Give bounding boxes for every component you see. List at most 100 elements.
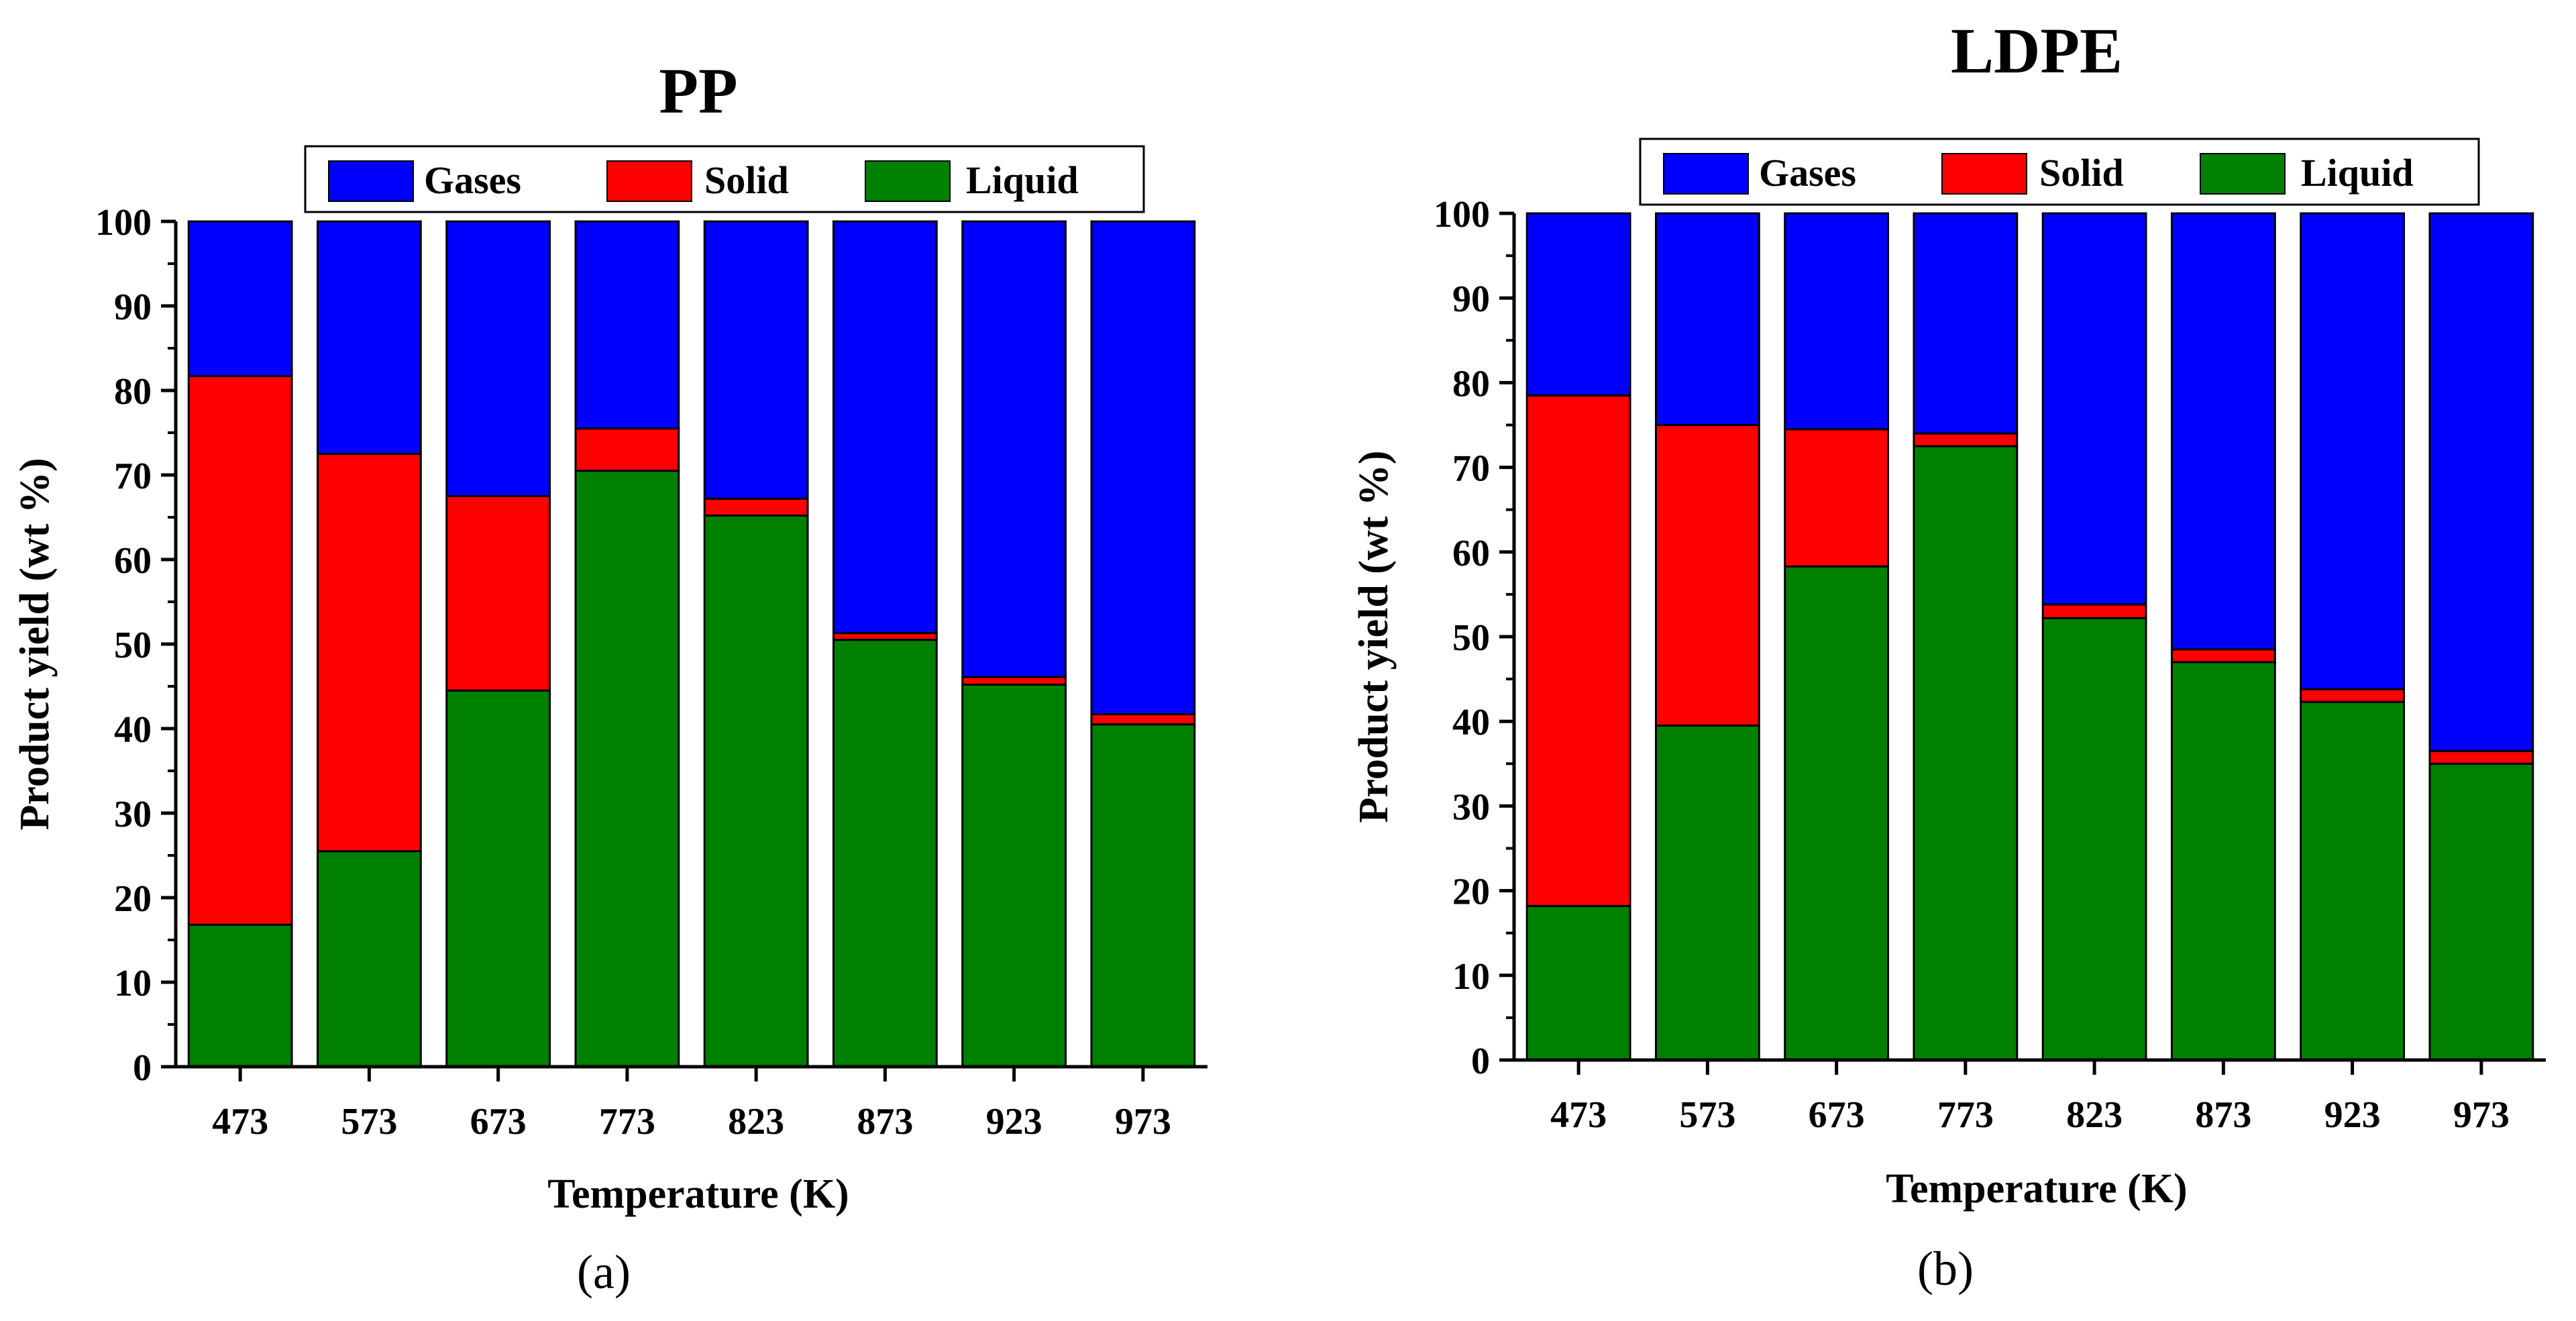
x-tick-label: 473	[1550, 1094, 1607, 1136]
x-tick-label: 823	[728, 1101, 784, 1143]
bar-gases-873	[832, 220, 938, 635]
x-axis-title: Temperature (K)	[547, 1171, 849, 1217]
bar-liquid-823	[2041, 617, 2147, 1061]
x-tick-label: 923	[2324, 1094, 2381, 1136]
chart-panel-a: 0 10 20 30 40 50 60 70 80 90 100 473 573 673 773 823 873…	[12, 55, 1208, 1299]
bar-gases-573	[1654, 212, 1760, 426]
y-tick-label: 70	[114, 456, 152, 497]
y-ticks: 0 10 20 30 40 50 60 70 80 90 100	[1434, 194, 1514, 1082]
y-axis-title: Product yield (wt %)	[1351, 450, 1397, 823]
bar-solid-773	[1913, 432, 2019, 447]
x-tick-label: 773	[1937, 1094, 1994, 1136]
legend-swatch-gases	[328, 160, 414, 202]
y-tick-label: 70	[1452, 448, 1490, 490]
chart-panel-b: 0 10 20 30 40 50 60 70 80 90 100 473 573 673 773 823 873…	[1351, 15, 2546, 1296]
legend-label-liquid: Liquid	[966, 158, 1079, 202]
y-tick-label: 80	[114, 371, 152, 413]
bar-solid-923	[961, 676, 1067, 686]
y-tick-label: 40	[114, 709, 152, 751]
x-tick-label: 773	[599, 1101, 655, 1143]
bar-gases-773	[1913, 212, 2019, 435]
y-tick-label: 50	[114, 625, 152, 666]
y-tick-label: 100	[1434, 194, 1490, 235]
y-tick-label: 90	[1452, 278, 1490, 320]
bar-gases-973	[1090, 220, 1196, 716]
bar-solid-673	[445, 495, 551, 692]
panel-label: (a)	[577, 1245, 631, 1299]
bar-liquid-773	[574, 470, 680, 1068]
bar-solid-573	[1654, 424, 1760, 727]
bar-solid-673	[1784, 428, 1890, 568]
bar-gases-823	[2041, 212, 2147, 606]
y-tick-label: 50	[1452, 617, 1490, 659]
legend-label-gases: Gases	[1759, 151, 1856, 195]
legend-label-gases: Gases	[424, 158, 521, 202]
bar-solid-473	[1525, 394, 1631, 907]
legend-swatch-liquid	[2200, 153, 2286, 195]
bar-solid-973	[1090, 713, 1196, 726]
bar-gases-973	[2428, 212, 2534, 752]
panel-label: (b)	[1917, 1242, 1974, 1296]
y-tick-label: 60	[114, 540, 152, 582]
bar-solid-923	[2300, 688, 2406, 703]
chart-title: LDPE	[1951, 15, 2123, 87]
y-tick-label: 10	[1452, 956, 1490, 998]
bar-liquid-573	[1654, 725, 1760, 1061]
legend-label-solid: Solid	[704, 158, 789, 202]
legend-box	[1639, 138, 2480, 206]
bar-gases-473	[187, 220, 293, 378]
bar-gases-873	[2170, 212, 2276, 651]
x-axis-title: Temperature (K)	[1886, 1166, 2187, 1212]
bar-liquid-923	[961, 683, 1067, 1068]
bar-liquid-973	[1090, 723, 1196, 1068]
x-tick-label: 673	[1809, 1094, 1865, 1136]
bar-gases-473	[1525, 212, 1631, 397]
bar-gases-773	[574, 220, 680, 430]
x-tick-label: 873	[2195, 1094, 2251, 1136]
bar-gases-923	[961, 220, 1067, 678]
x-tick-label: 673	[470, 1101, 527, 1143]
bar-gases-923	[2300, 212, 2406, 690]
legend-swatch-gases	[1663, 153, 1749, 195]
y-tick-label: 80	[1452, 363, 1490, 405]
legend: Gases Solid Liquid	[1639, 138, 2480, 206]
y-tick-label: 20	[1452, 871, 1490, 913]
legend-box	[304, 145, 1145, 213]
x-tick-label: 923	[986, 1101, 1042, 1143]
bar-liquid-873	[832, 639, 938, 1068]
legend-swatch-solid	[1941, 153, 2027, 195]
bar-solid-973	[2428, 749, 2534, 765]
bar-liquid-573	[316, 850, 422, 1068]
bar-solid-473	[187, 375, 293, 926]
bar-solid-823	[2041, 603, 2147, 619]
legend-label-liquid: Liquid	[2301, 151, 2414, 195]
bar-gases-823	[703, 220, 809, 500]
bar-gases-673	[445, 220, 551, 497]
bar-liquid-473	[1525, 904, 1631, 1061]
bar-liquid-473	[187, 923, 293, 1068]
chart-title: PP	[659, 55, 737, 127]
bar-liquid-873	[2170, 661, 2276, 1061]
x-tick-label: 973	[1115, 1101, 1171, 1143]
bar-liquid-773	[1913, 445, 2019, 1061]
x-tick-label: 573	[1679, 1094, 1735, 1136]
y-ticks: 0 10 20 30 40 50 60 70 80 90 100	[95, 202, 176, 1089]
bar-solid-773	[574, 427, 680, 472]
y-tick-label: 100	[95, 202, 152, 244]
y-tick-label: 90	[114, 286, 152, 328]
x-tick-label: 573	[341, 1101, 397, 1143]
x-tick-label: 973	[2453, 1094, 2510, 1136]
legend-swatch-solid	[606, 160, 692, 202]
bar-liquid-923	[2300, 700, 2406, 1061]
bars	[1525, 212, 2534, 1061]
y-tick-label: 30	[1452, 786, 1490, 828]
bar-gases-673	[1784, 212, 1890, 431]
y-tick-label: 40	[1452, 702, 1490, 743]
bar-liquid-973	[2428, 762, 2534, 1061]
x-tick-label: 473	[212, 1101, 268, 1143]
bars	[187, 220, 1196, 1068]
legend-label-solid: Solid	[2039, 151, 2124, 195]
bar-liquid-673	[1784, 565, 1890, 1061]
